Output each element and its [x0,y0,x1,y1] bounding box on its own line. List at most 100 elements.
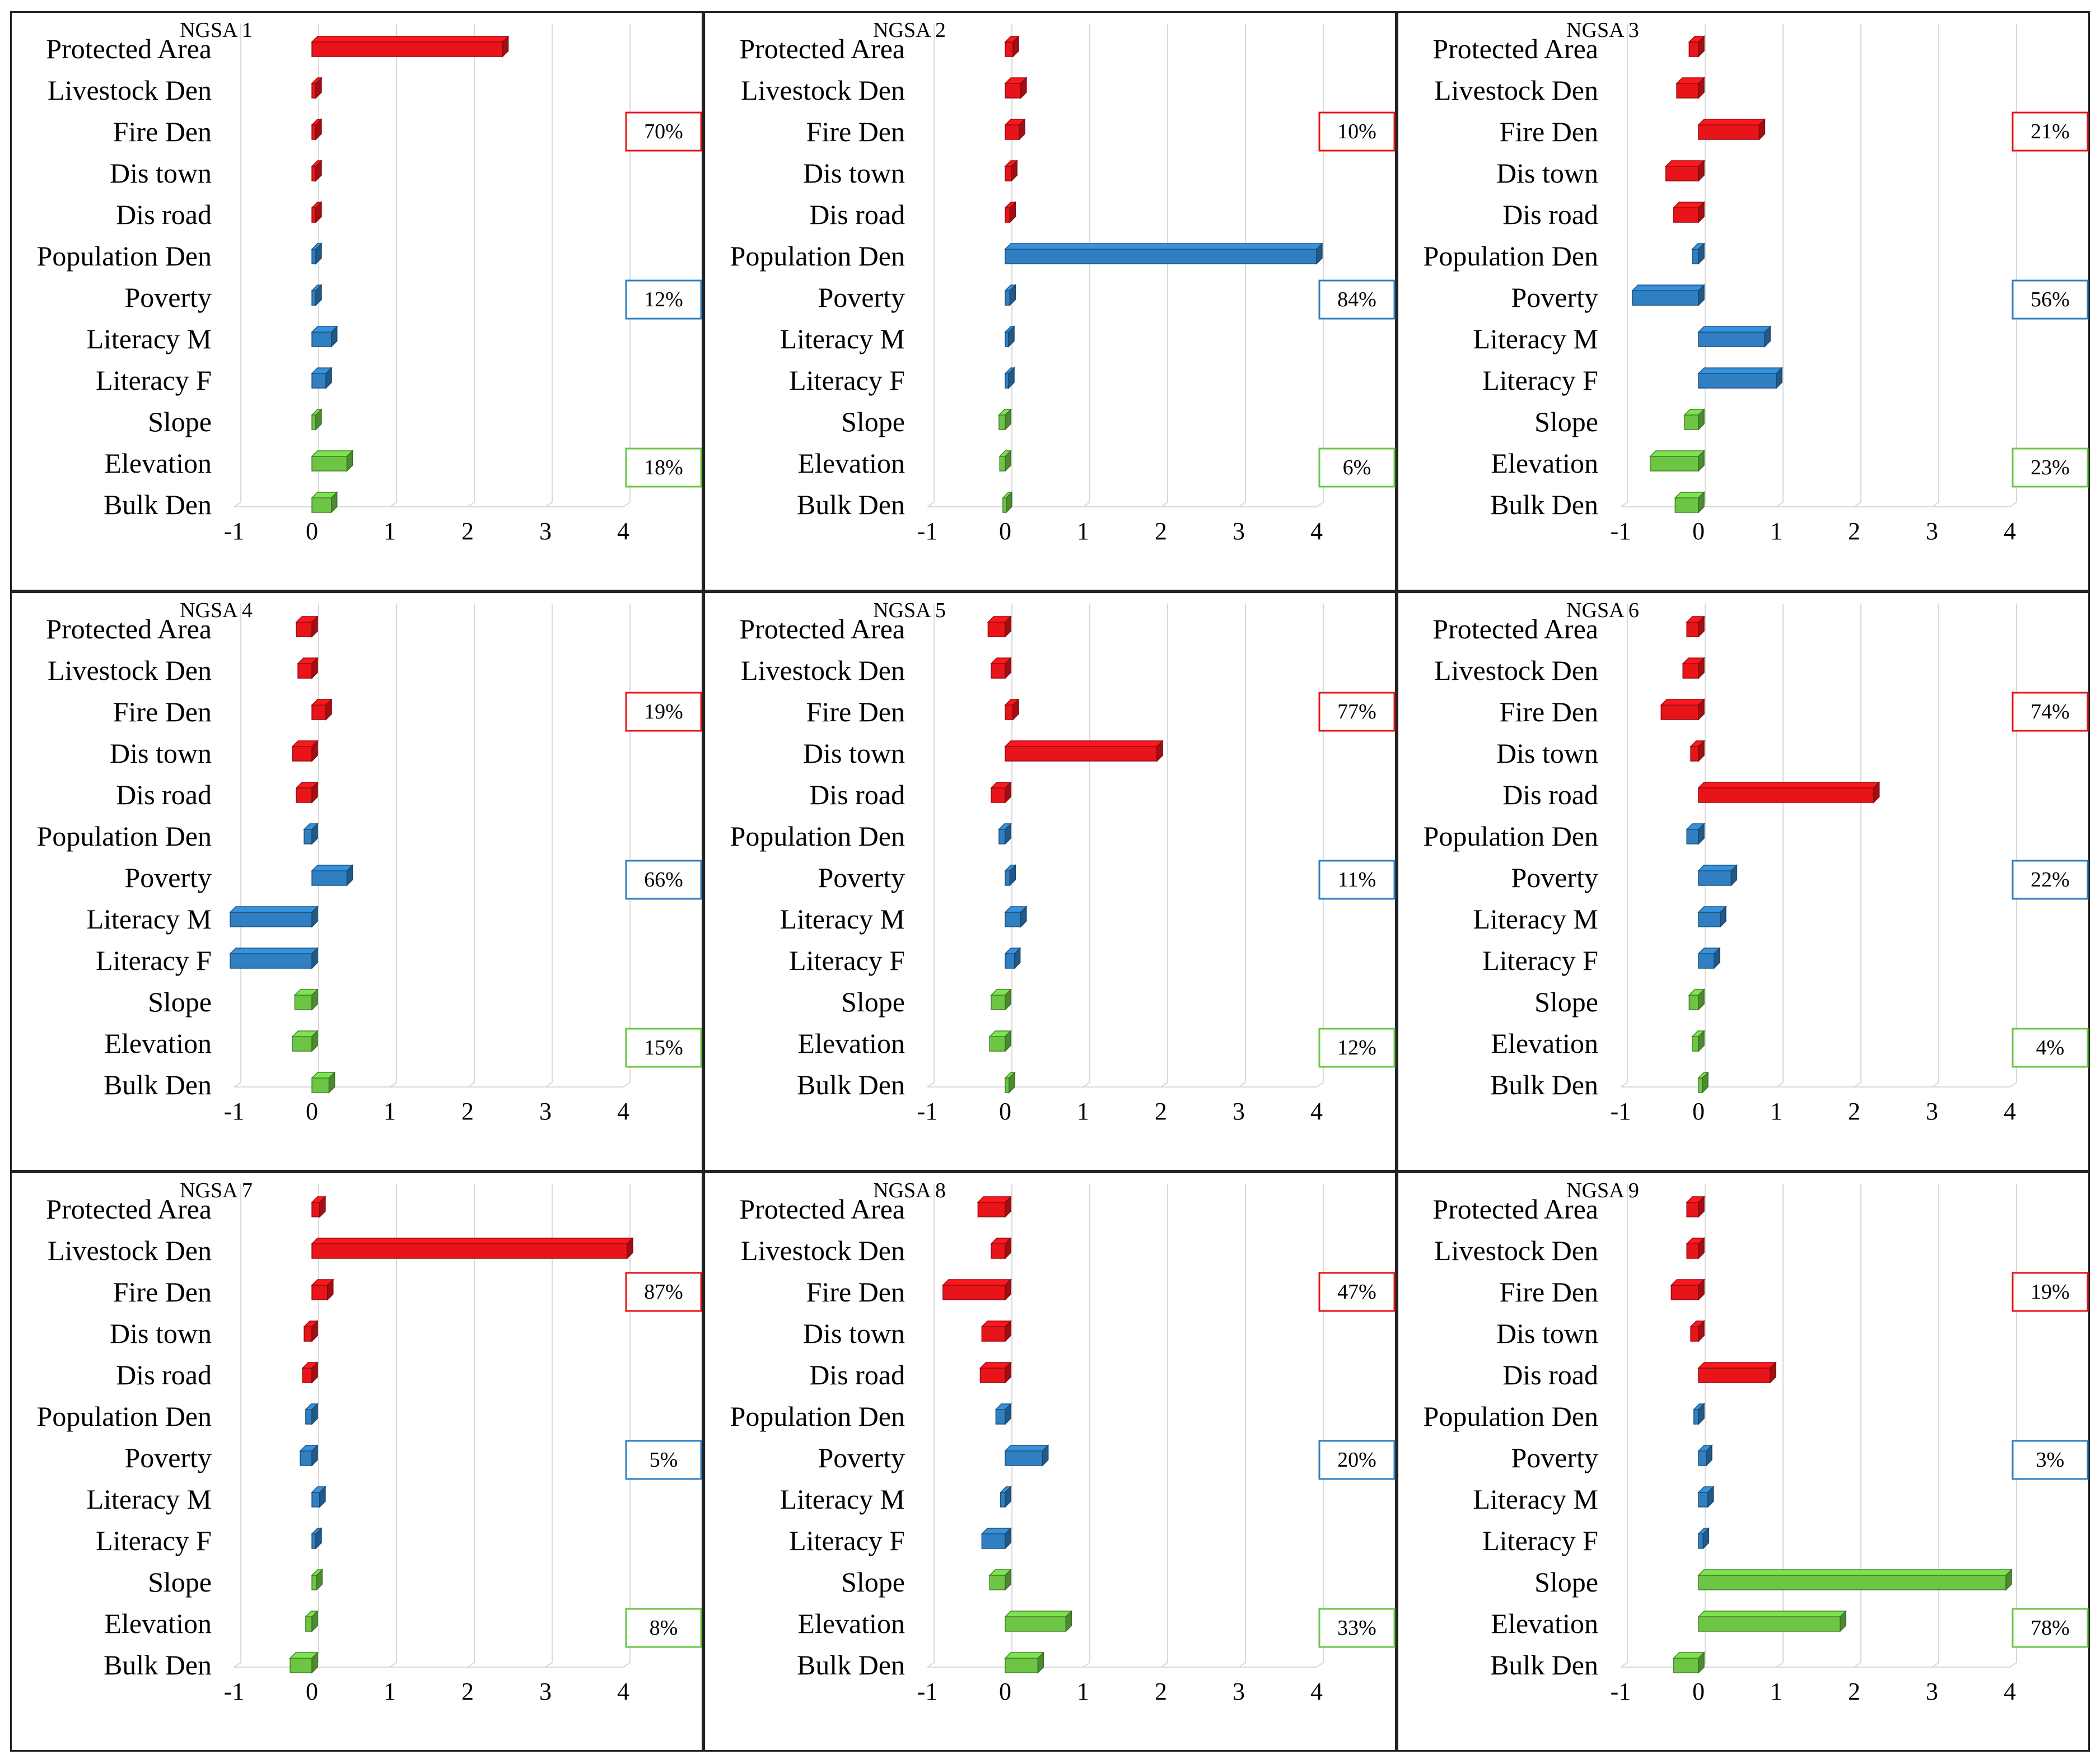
bar [1672,1651,1705,1674]
category-label: Protected Area [739,33,905,64]
percentage-label: 12% [644,288,683,311]
bar [305,1610,319,1632]
category-label: Literacy F [1482,1525,1598,1556]
grid-line-foot [545,1082,553,1088]
percentage-label: 56% [2031,288,2070,311]
bar [1688,35,1705,58]
panel-border [10,591,703,1172]
percentage-box [2012,692,2089,732]
panel-border [10,11,703,591]
bar [1004,160,1018,182]
category-label: Population Den [730,1401,905,1432]
category-label: Slope [1534,406,1598,437]
chart-title: NGSA 8 [873,1179,946,1202]
x-tick-label: 3 [539,1098,552,1125]
category-label: Fire Den [113,1276,212,1308]
grid-line-foot [1316,1662,1324,1668]
percentage-box [625,1608,702,1648]
grid-line-foot [1854,1082,1861,1088]
percentage-box [1318,860,1396,900]
category-label: Dis road [1502,1359,1598,1390]
bar [1664,160,1705,182]
percentage-label: 74% [2031,700,2070,724]
bar [1002,491,1013,514]
x-tick-label: 0 [1692,1098,1705,1125]
bar [311,450,354,472]
category-label: Dis town [1496,1318,1598,1349]
x-tick-label: 3 [1926,1678,1938,1705]
bar [1004,740,1164,762]
bar [979,1361,1012,1384]
bar [1004,367,1015,389]
bar [229,947,319,969]
bar [1686,823,1705,845]
percentage-box [2012,279,2089,320]
bar [1690,1320,1705,1342]
category-label: Dis road [1502,779,1598,810]
percentage-label: 8% [650,1616,678,1640]
bar [1686,1196,1705,1218]
x-tick-label: 4 [617,517,629,545]
bar [1697,864,1738,886]
category-label: Population Den [1424,820,1598,852]
bar [1660,698,1705,721]
category-label: Fire Den [113,116,212,147]
x-tick-label: 3 [1233,1678,1245,1705]
grid-line-foot [1082,1662,1090,1668]
grid-line-foot [467,1662,475,1668]
bar [990,988,1012,1011]
bar [977,1196,1012,1218]
bar [998,408,1012,431]
grid-line-foot [545,502,553,507]
bar [1004,864,1017,886]
grid-line-foot [927,502,935,507]
category-label: Protected Area [46,1193,212,1225]
x-tick-label: 0 [1692,517,1705,545]
category-label: Literacy M [780,903,905,935]
panel-border [1397,1172,2090,1752]
category-label: Dis road [809,199,905,230]
bar [990,1237,1012,1259]
x-tick-label: 0 [999,1678,1011,1705]
bar [1004,242,1323,265]
category-label: Bulk Den [797,1069,905,1100]
bar [990,781,1012,804]
category-label: Bulk Den [1490,1649,1598,1681]
bar [1004,1071,1016,1094]
bar [297,657,319,679]
grid-line-foot [545,1662,553,1668]
grid-line-foot [389,1662,397,1668]
x-tick-label: 3 [1926,517,1938,545]
bar [999,1486,1012,1508]
bar [301,1361,319,1384]
category-label: Elevation [104,1608,212,1639]
category-label: Dis road [809,1359,905,1390]
bar [1004,284,1017,306]
bar [988,1030,1012,1052]
category-label: Slope [841,1566,905,1598]
percentage-label: 87% [644,1280,683,1304]
bar [1692,1403,1705,1425]
category-label: Population Den [37,240,212,272]
bar [1682,657,1705,679]
category-label: Livestock Den [1434,74,1598,106]
bar [1686,1237,1705,1259]
bar [311,1071,336,1094]
x-tick-label: 3 [539,1678,552,1705]
category-label: Dis town [803,1318,905,1349]
x-tick-label: 3 [1926,1098,1938,1125]
x-tick-label: 4 [2004,517,2016,545]
percentage-box [625,1272,702,1312]
bar [1697,1610,1847,1632]
category-label: Livestock Den [1434,655,1598,686]
bar [305,1403,319,1425]
category-label: Livestock Den [48,1235,212,1266]
x-tick-label: -1 [224,517,245,545]
panel-border [1397,591,2090,1172]
category-label: Literacy M [780,1483,905,1515]
grid-line-foot [1931,1082,1939,1088]
grid-line-foot [1082,1082,1090,1088]
